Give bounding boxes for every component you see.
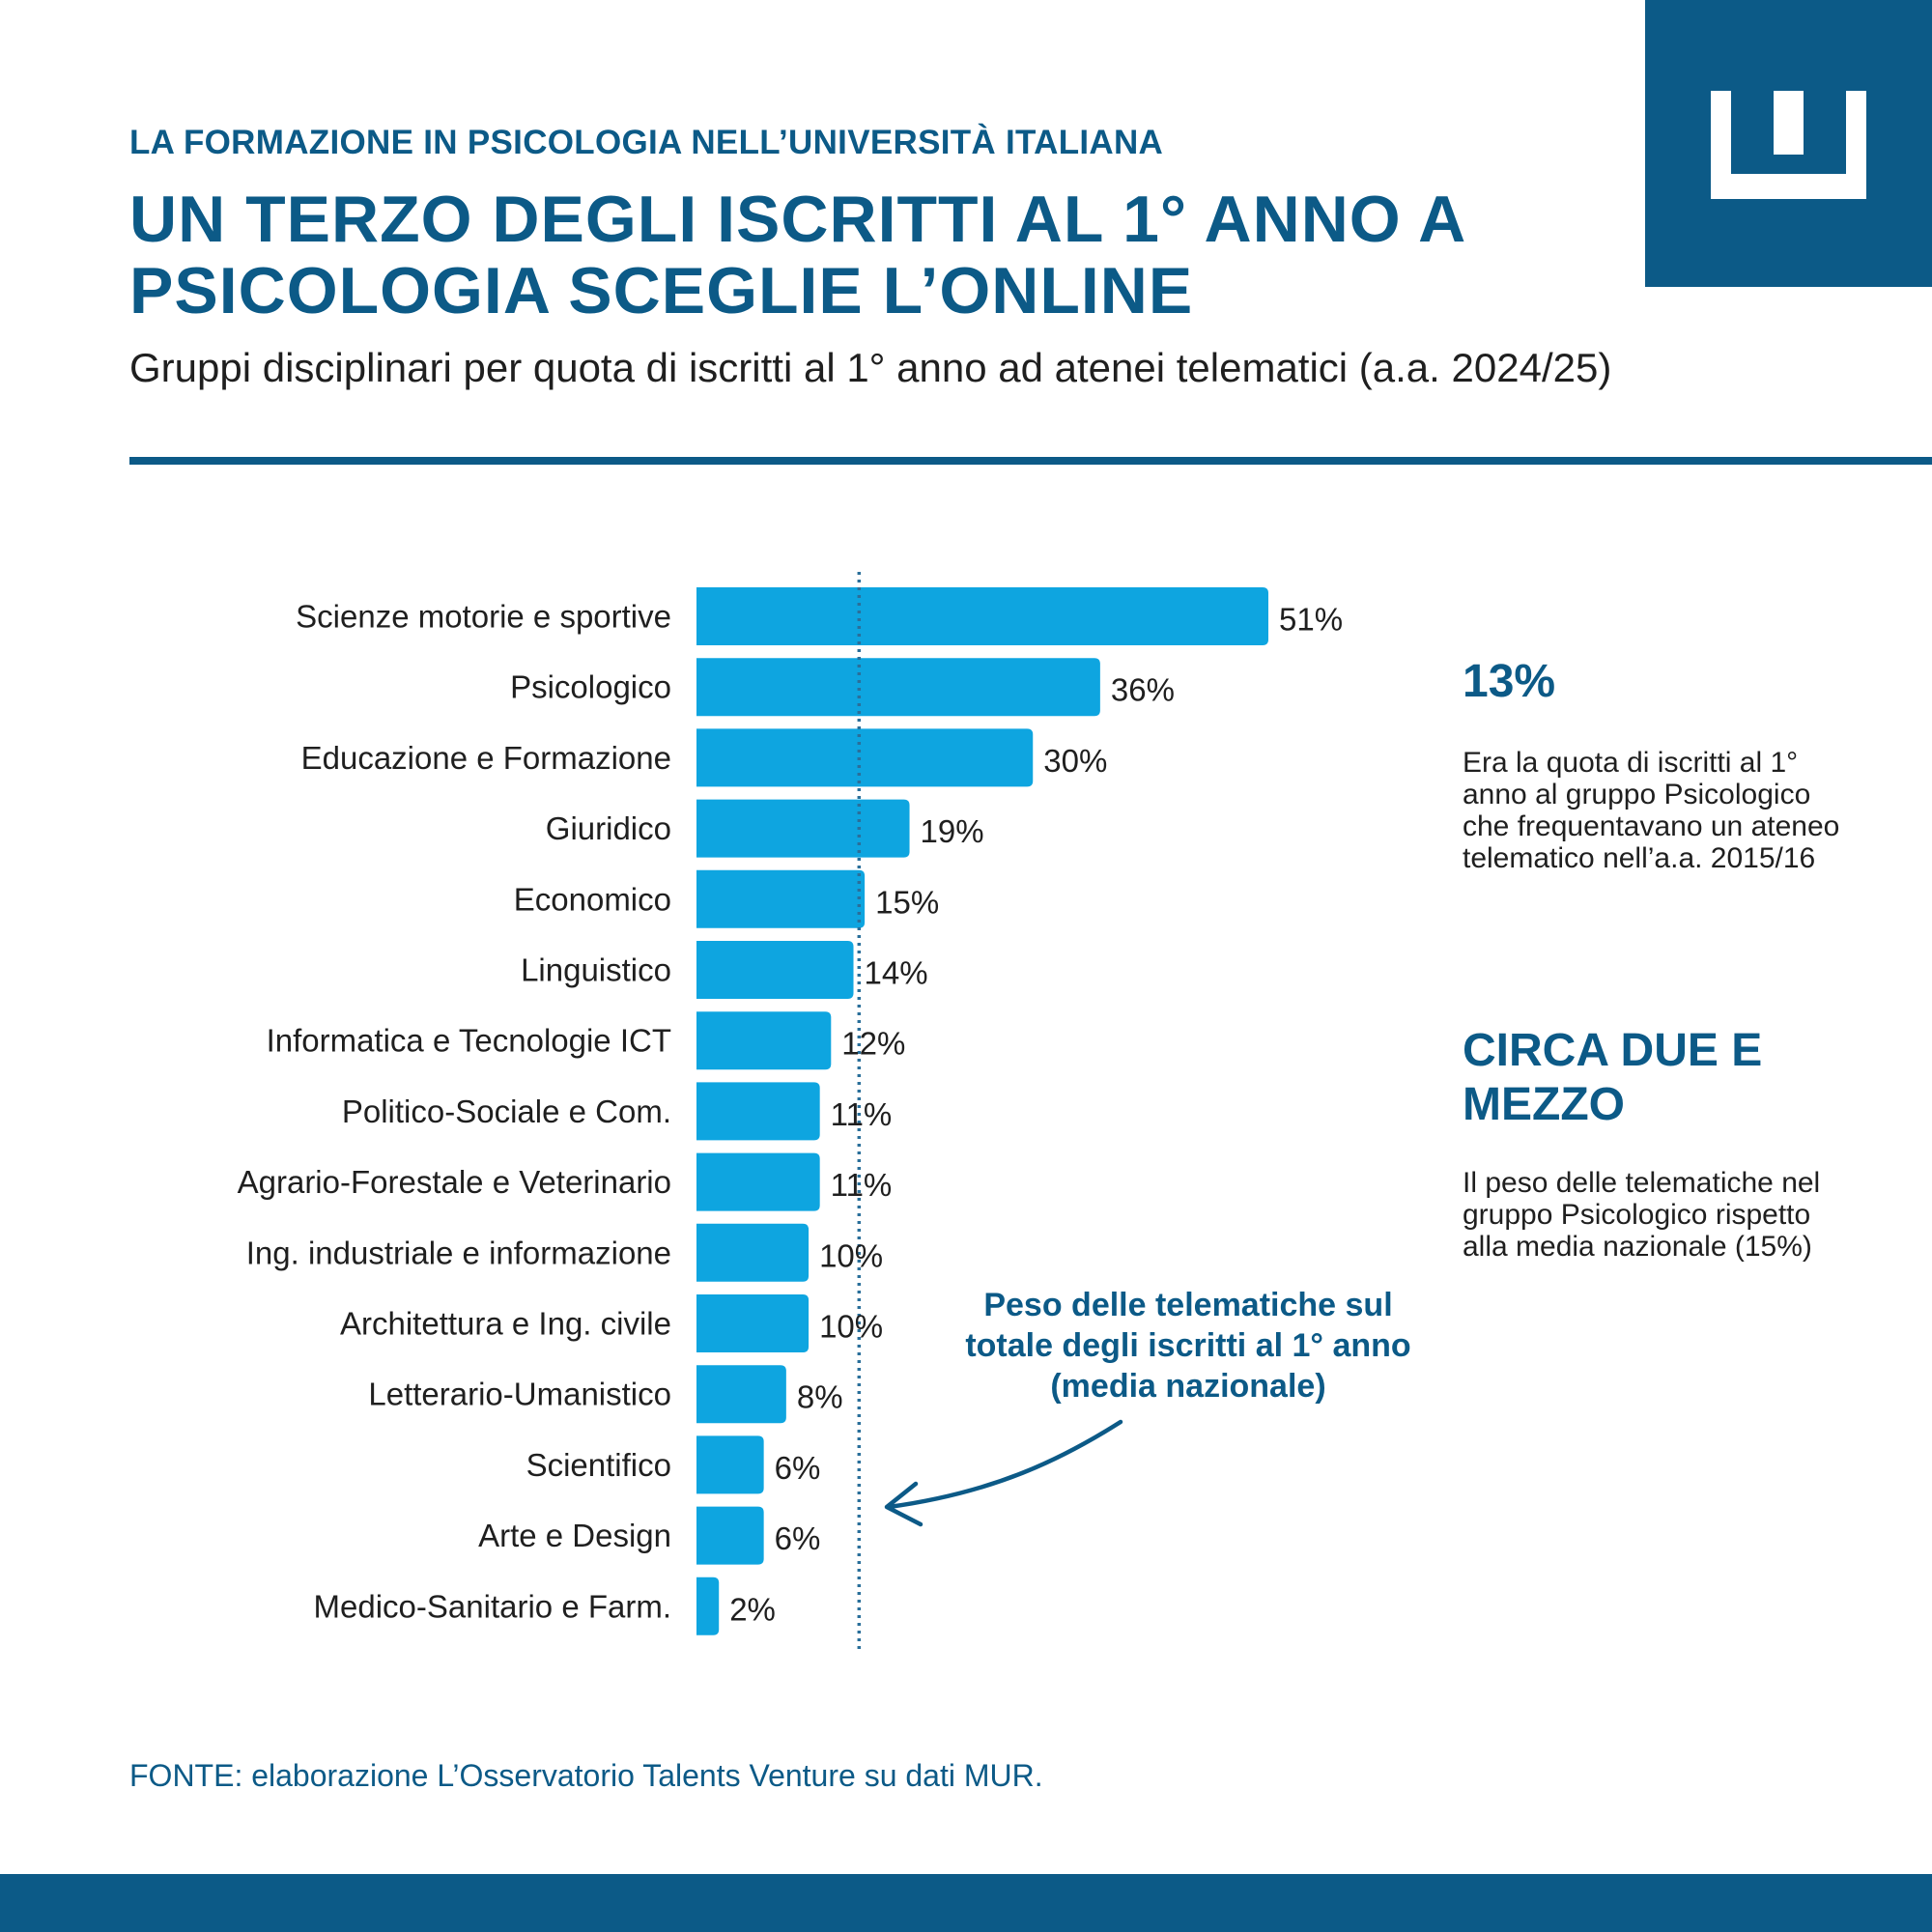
category-label-4: Economico — [514, 881, 671, 917]
stat-ratio-description: Il peso delle telematiche nel gruppo Psi… — [1463, 1167, 1821, 1263]
bar-6 — [696, 1011, 832, 1070]
bar-3 — [696, 799, 910, 858]
value-label-8: 11% — [831, 1167, 893, 1203]
value-label-14: 2% — [729, 1591, 776, 1627]
reference-line-annotation: Peso delle telematiche sul totale degli … — [965, 1287, 1411, 1405]
header-divider — [129, 457, 1932, 465]
value-label-5: 14% — [865, 955, 928, 991]
category-label-10: Architettura e Ing. civile — [340, 1306, 671, 1342]
category-label-11: Letterario-Umanistico — [368, 1377, 671, 1412]
brand-logo — [1645, 0, 1932, 287]
value-label-4: 15% — [875, 884, 939, 920]
category-label-14: Medico-Sanitario e Farm. — [314, 1588, 671, 1624]
bar-1 — [696, 658, 1100, 717]
category-label-12: Scientifico — [526, 1447, 671, 1483]
bar-10 — [696, 1294, 810, 1352]
category-label-2: Educazione e Formazione — [301, 740, 671, 776]
bar-9 — [696, 1223, 810, 1282]
value-label-2: 30% — [1043, 743, 1107, 779]
bar-7 — [696, 1082, 820, 1141]
bar-2 — [696, 728, 1034, 787]
category-label-0: Scienze motorie e sportive — [296, 599, 671, 635]
value-label-7: 11% — [831, 1096, 893, 1132]
annotation-arrow-head — [884, 1481, 923, 1527]
value-label-1: 36% — [1111, 672, 1175, 708]
bar-8 — [696, 1152, 820, 1211]
source-note: FONTE: elaborazione L’Osservatorio Talen… — [129, 1758, 1043, 1793]
value-label-9: 10% — [819, 1237, 883, 1273]
value-label-6: 12% — [841, 1026, 905, 1062]
stat-ratio-value: CIRCA DUE E MEZZO — [1463, 1025, 1763, 1130]
bar-12 — [696, 1435, 764, 1494]
category-label-1: Psicologico — [510, 669, 671, 705]
bar-11 — [696, 1365, 786, 1424]
category-label-7: Politico-Sociale e Com. — [342, 1094, 671, 1129]
bar-4 — [696, 869, 866, 928]
category-label-13: Arte e Design — [478, 1518, 671, 1553]
bar-14 — [696, 1577, 720, 1635]
value-label-0: 51% — [1279, 602, 1343, 638]
bars-layer — [696, 587, 1268, 1635]
bar-13 — [696, 1506, 764, 1565]
annotation-arrow — [886, 1419, 1123, 1510]
stat-2015-value: 13% — [1463, 656, 1556, 707]
logo-mark-icon — [1711, 91, 1866, 199]
category-label-9: Ing. industriale e informazione — [246, 1235, 671, 1270]
value-label-3: 19% — [921, 813, 984, 849]
labels-layer: Scienze motorie e sportive 51% Psicologico… — [238, 599, 1343, 1628]
kicker-title: LA FORMAZIONE IN PSICOLOGIA NELL’UNIVERS… — [129, 124, 1164, 161]
value-label-13: 6% — [775, 1520, 821, 1556]
value-label-10: 10% — [819, 1309, 883, 1345]
chart-subtitle: Gruppi disciplinari per quota di iscritt… — [129, 345, 1612, 390]
footer-bar — [0, 1874, 1932, 1932]
page-title: UN TERZO DEGLI ISCRITTI AL 1° ANNO A PSI… — [129, 183, 1464, 327]
value-label-12: 6% — [775, 1450, 821, 1486]
stat-2015-description: Era la quota di iscritti al 1° anno al g… — [1463, 747, 1840, 874]
category-label-6: Informatica e Tecnologie ICT — [267, 1023, 671, 1059]
category-label-3: Giuridico — [546, 810, 671, 846]
bar-0 — [696, 587, 1268, 645]
value-label-11: 8% — [797, 1379, 843, 1415]
category-label-5: Linguistico — [521, 952, 671, 988]
bar-5 — [696, 941, 854, 999]
category-label-8: Agrario-Forestale e Veterinario — [238, 1164, 671, 1200]
